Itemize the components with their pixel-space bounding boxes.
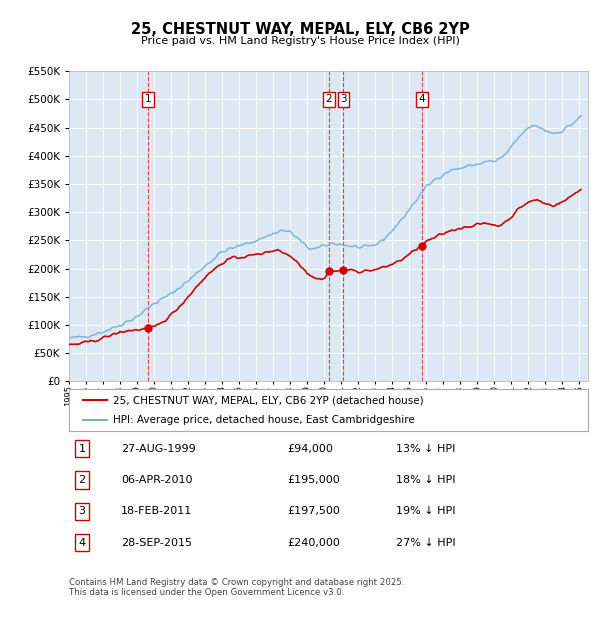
Text: £197,500: £197,500 bbox=[287, 507, 340, 516]
Text: HPI: Average price, detached house, East Cambridgeshire: HPI: Average price, detached house, East… bbox=[113, 415, 415, 425]
Text: 4: 4 bbox=[419, 94, 425, 104]
Text: Price paid vs. HM Land Registry's House Price Index (HPI): Price paid vs. HM Land Registry's House … bbox=[140, 36, 460, 46]
Text: 28-SEP-2015: 28-SEP-2015 bbox=[121, 538, 192, 548]
Text: 3: 3 bbox=[340, 94, 347, 104]
Text: 06-APR-2010: 06-APR-2010 bbox=[121, 475, 193, 485]
Text: 18-FEB-2011: 18-FEB-2011 bbox=[121, 507, 192, 516]
Text: 2: 2 bbox=[326, 94, 332, 104]
Text: Contains HM Land Registry data © Crown copyright and database right 2025.
This d: Contains HM Land Registry data © Crown c… bbox=[69, 578, 404, 597]
Text: £94,000: £94,000 bbox=[287, 444, 333, 454]
Text: 27% ↓ HPI: 27% ↓ HPI bbox=[396, 538, 455, 548]
Text: 4: 4 bbox=[79, 538, 86, 548]
Text: 13% ↓ HPI: 13% ↓ HPI bbox=[396, 444, 455, 454]
Text: 1: 1 bbox=[145, 94, 151, 104]
Text: 18% ↓ HPI: 18% ↓ HPI bbox=[396, 475, 455, 485]
Text: 3: 3 bbox=[79, 507, 85, 516]
Text: 25, CHESTNUT WAY, MEPAL, ELY, CB6 2YP (detached house): 25, CHESTNUT WAY, MEPAL, ELY, CB6 2YP (d… bbox=[113, 395, 424, 405]
Text: £195,000: £195,000 bbox=[287, 475, 340, 485]
Text: 25, CHESTNUT WAY, MEPAL, ELY, CB6 2YP: 25, CHESTNUT WAY, MEPAL, ELY, CB6 2YP bbox=[131, 22, 469, 37]
Text: 19% ↓ HPI: 19% ↓ HPI bbox=[396, 507, 455, 516]
Text: £240,000: £240,000 bbox=[287, 538, 340, 548]
Text: 2: 2 bbox=[79, 475, 86, 485]
Text: 1: 1 bbox=[79, 444, 85, 454]
Text: 27-AUG-1999: 27-AUG-1999 bbox=[121, 444, 196, 454]
